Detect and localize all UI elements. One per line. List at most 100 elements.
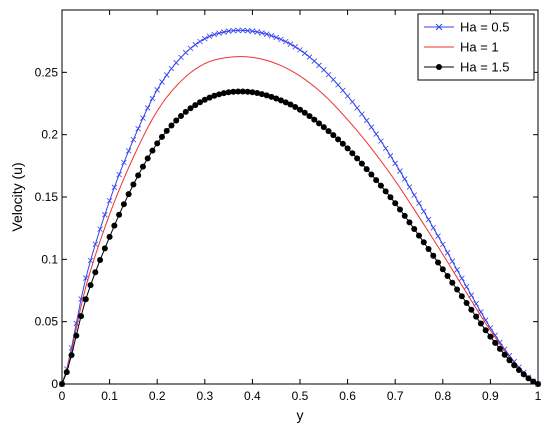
data-point [277,97,284,104]
data-point [530,378,537,385]
data-point [340,87,346,94]
data-point [97,257,104,264]
data-point [463,283,470,290]
data-point [235,88,242,95]
data-point [368,171,375,178]
x-tick-label: 0.6 [339,389,356,403]
data-point [401,176,408,182]
ticks-layer: 0 0.1 0.2 0.3 0.4 0.5 0.6 0.7 0.8 0.9 1 0 0.05 0.1 0.1… [35,10,542,403]
y-tick-label: 0.1 [41,252,58,266]
data-point [268,32,275,39]
data-point [392,160,398,167]
data-point [349,99,356,105]
data-point [158,133,165,140]
data-point [425,246,432,253]
data-point [335,82,341,88]
data-point [239,88,246,95]
data-point [149,95,156,102]
data-point [301,109,308,116]
data-point [187,45,194,52]
x-tick-label: 0.8 [434,389,451,403]
data-point [192,102,199,109]
x-tick-label: 0.2 [149,389,166,403]
data-point [282,99,289,106]
data-point [140,115,146,121]
data-point [335,136,342,143]
data-point [135,172,142,179]
x-tick-label: 0.4 [244,389,261,403]
data-point [287,101,294,108]
data-point [230,27,237,34]
data-point [411,192,418,198]
x-tick-label: 0 [59,389,66,403]
data-point [121,159,127,166]
legend-item: Ha = 1 [424,40,499,55]
data-point [496,345,503,352]
data-point [497,339,503,346]
data-point [182,108,189,115]
data-point [211,31,218,38]
legend-label: Ha = 1.5 [460,60,510,75]
data-point [230,88,237,95]
data-point [259,30,265,36]
data-point [144,155,151,162]
data-point [154,140,161,147]
x-tick-label: 0.1 [101,389,118,403]
y-axis-label: Velocity (u) [9,162,25,231]
data-point [244,27,251,34]
data-point [106,197,113,204]
data-point [406,219,413,226]
data-point [325,128,332,135]
data-point [73,332,80,339]
y-tick-label: 0.25 [35,65,59,79]
data-point [273,34,279,41]
data-point [154,87,160,93]
data-point [68,352,75,359]
data-point [349,150,356,157]
data-point [225,28,232,34]
data-point [468,292,475,298]
data-point [525,375,532,382]
data-point [454,286,461,293]
data-point [197,38,203,45]
data-point [254,29,260,35]
series-2 [61,56,539,385]
data-point [515,366,522,373]
data-point [416,232,422,239]
data-point [482,317,489,323]
data-point [411,226,418,233]
data-point [249,28,256,34]
data-point [263,92,270,99]
data-point [240,27,246,34]
series-3 [59,88,541,387]
data-point [492,339,499,346]
data-point [201,96,208,103]
data-point [382,188,389,195]
legend: Ha = 0.5 Ha = 1 Ha = 1.5 [417,13,535,81]
legend-marker [435,23,443,31]
data-point [111,222,118,229]
data-point [487,333,494,340]
plot-frame [61,9,539,385]
data-point [221,29,227,35]
data-point [173,117,180,124]
data-point [306,113,313,120]
data-point [125,191,132,198]
y-tick-label: 0.05 [35,315,59,329]
x-tick-label: 1 [535,389,542,403]
series-1 [59,27,541,387]
data-point [116,171,122,178]
data-point [87,282,94,289]
data-point [358,160,365,167]
y-tick-label: 0.2 [41,128,58,142]
data-point [363,117,370,124]
data-point [225,89,232,96]
data-point [273,95,280,102]
data-point [506,352,513,359]
data-point [511,362,518,369]
data-point [344,145,351,152]
data-point [178,54,184,61]
data-point [192,41,199,48]
data-point [387,153,394,159]
